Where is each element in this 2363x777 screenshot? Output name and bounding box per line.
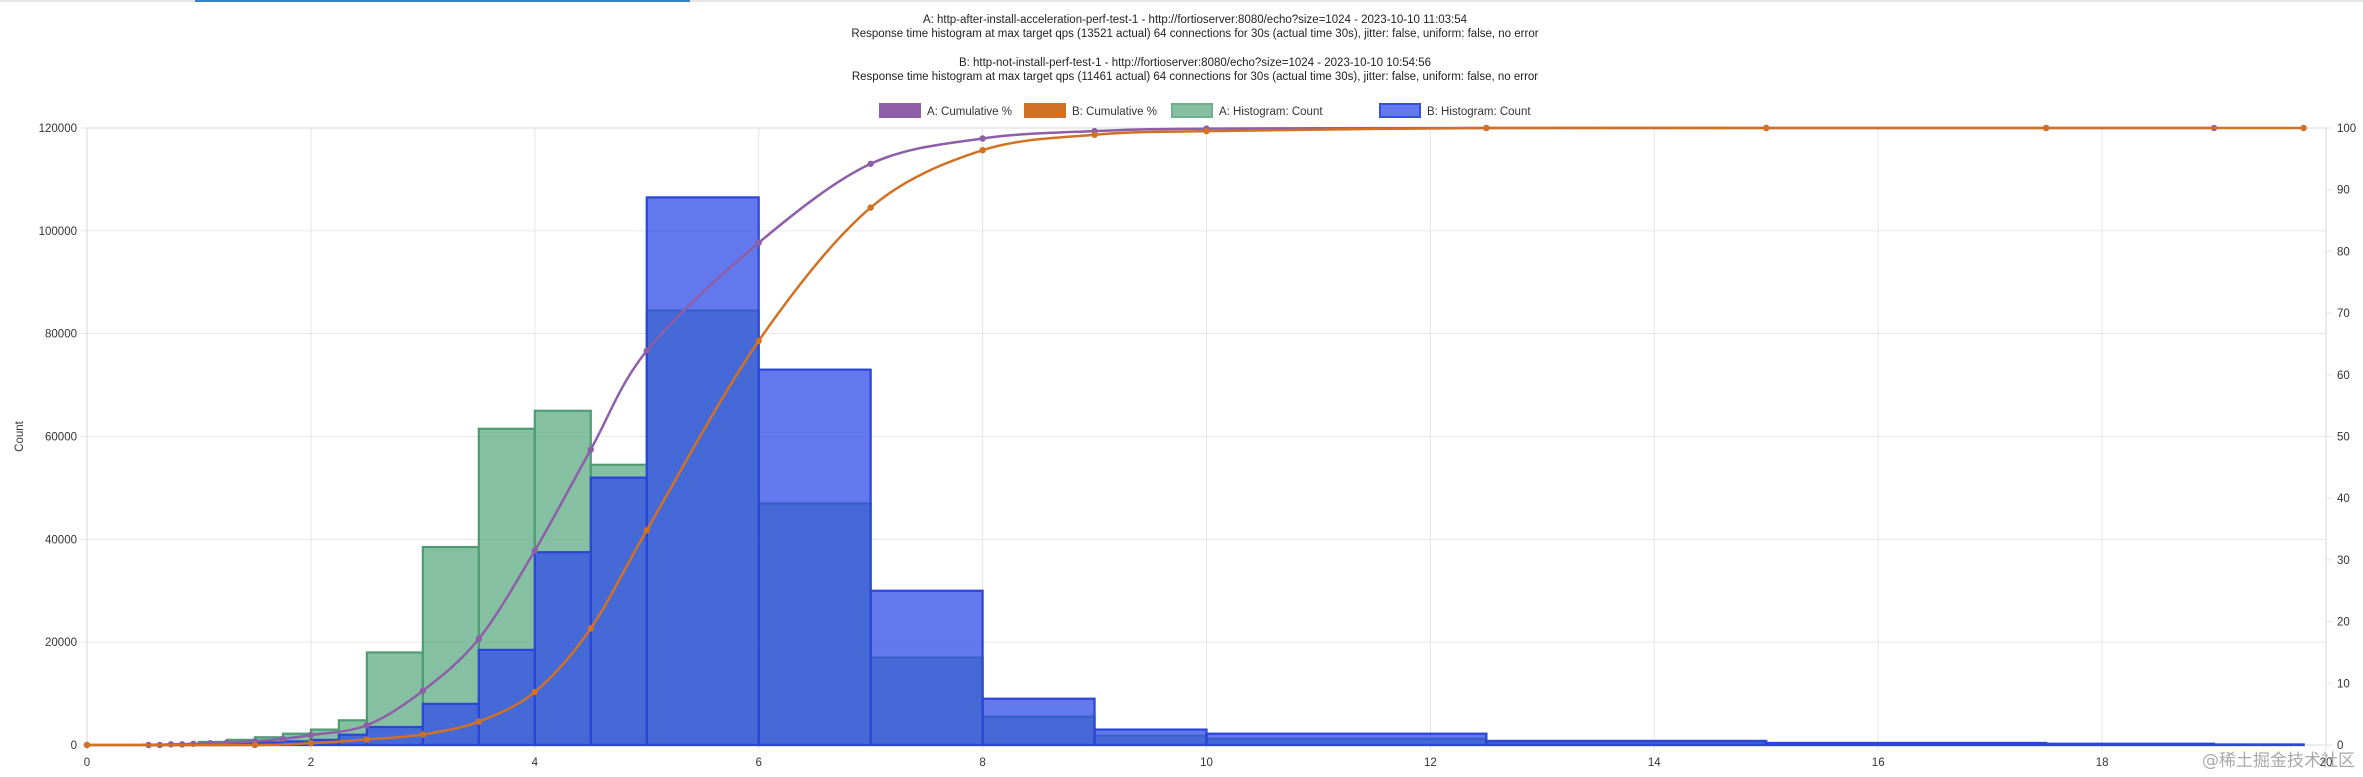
- title-line: A: http-after-install-acceleration-perf-…: [923, 14, 1468, 26]
- cumulative-point: [755, 239, 762, 246]
- legend-swatch: [1171, 103, 1213, 118]
- cumulative-point: [587, 446, 594, 453]
- x-tick-label: 6: [755, 757, 761, 769]
- y-tick-label: 100000: [39, 226, 77, 238]
- chart-axes: 0 2 4 6 8 10 12 14 16 18 20 0 20000 40000 60000 80000 10…: [14, 123, 2356, 769]
- legend-label: A: Histogram: Count: [1219, 106, 1323, 118]
- x-tick-label: 0: [84, 757, 90, 769]
- title-line: Response time histogram at max target qp…: [852, 71, 1538, 83]
- cumulative-point: [419, 731, 427, 738]
- cumulative-point: [363, 722, 371, 729]
- cumulative-point: [1483, 124, 1490, 132]
- y2-tick-label: 40: [2337, 493, 2350, 505]
- cumulative-point: [251, 741, 259, 749]
- histogram-bar: [645, 196, 760, 747]
- chart-title: A: http-after-install-acceleration-perf-…: [851, 14, 1538, 83]
- cumulative-point: [1091, 131, 1098, 138]
- histogram-bar: [981, 697, 1096, 747]
- y2-tick-label: 50: [2337, 432, 2350, 444]
- chart-legend: A: Cumulative % B: Cumulative % A: Histogr…: [879, 103, 1531, 118]
- cumulative-point: [279, 735, 287, 743]
- x-tick-label: 2: [308, 757, 314, 769]
- cumulative-point: [475, 718, 483, 725]
- y2-tick-label: 20: [2337, 617, 2350, 629]
- histogram-bar: [2212, 743, 2305, 747]
- cumulative-point: [643, 527, 650, 534]
- cumulative-point: [587, 625, 594, 632]
- y2-tick-label: 0: [2337, 740, 2343, 752]
- cumulative-point: [307, 739, 315, 747]
- histogram-bars: [141, 196, 2305, 747]
- histogram-bar: [589, 476, 648, 747]
- cumulative-point: [83, 741, 91, 749]
- x-tick-label: 16: [1872, 757, 1885, 769]
- legend-label: B: Cumulative %: [1072, 106, 1157, 118]
- cumulative-point: [363, 736, 371, 743]
- y2-tick-label: 100: [2337, 123, 2356, 135]
- y-tick-label: 80000: [45, 329, 77, 341]
- y-axis-label: Count: [14, 420, 26, 451]
- cumulative-point: [867, 204, 874, 211]
- x-tick-label: 8: [979, 757, 985, 769]
- cumulative-point: [755, 337, 762, 345]
- legend-swatch: [1024, 103, 1066, 118]
- watermark-text: @稀土掘金技术社区: [2202, 751, 2355, 771]
- y2-tick-label: 10: [2337, 678, 2350, 690]
- top-scroll-indicator: [195, 0, 690, 2]
- cumulative-point: [979, 147, 986, 154]
- histogram-bar: [1205, 732, 1488, 747]
- x-tick-label: 10: [1200, 757, 1213, 769]
- cumulative-point: [2042, 124, 2050, 132]
- cumulative-point: [475, 635, 483, 643]
- histogram-bar: [1485, 739, 1768, 747]
- histogram-bar: [533, 551, 592, 747]
- cumulative-point: [307, 731, 315, 739]
- cumulative-point: [979, 135, 986, 142]
- cumulative-line: [86, 126, 2304, 747]
- y-tick-label: 40000: [45, 534, 77, 546]
- histogram-bar: [1093, 728, 1208, 747]
- cumulative-point: [1763, 124, 1770, 132]
- y2-tick-label: 90: [2337, 185, 2350, 197]
- histogram-bar: [1765, 741, 2048, 747]
- legend-swatch: [1379, 103, 1421, 118]
- legend-label: B: Histogram: Count: [1427, 106, 1531, 118]
- y-tick-label: 60000: [45, 432, 77, 444]
- x-tick-label: 20: [2320, 757, 2333, 769]
- title-line: B: http-not-install-perf-test-1 - http:/…: [959, 57, 1431, 69]
- histogram-bar: [421, 702, 480, 747]
- legend-label: A: Cumulative %: [927, 106, 1012, 118]
- y-tick-label: 120000: [39, 123, 77, 135]
- y-tick-label: 20000: [45, 637, 77, 649]
- histogram-bar: [869, 589, 984, 747]
- title-line: Response time histogram at max target qp…: [851, 28, 1538, 40]
- histogram-bar: [2045, 742, 2216, 747]
- y2-tick-label: 70: [2337, 308, 2350, 320]
- cumulative-point: [2300, 124, 2307, 132]
- cumulative-point: [1203, 127, 1210, 135]
- top-border: [0, 0, 2363, 2]
- cumulative-lines: [83, 124, 2307, 749]
- cumulative-point: [531, 547, 538, 554]
- x-tick-label: 4: [532, 757, 539, 769]
- x-tick-label: 14: [1648, 757, 1661, 769]
- cumulative-point: [419, 687, 427, 694]
- cumulative-point: [643, 347, 650, 354]
- x-tick-label: 18: [2096, 757, 2109, 769]
- x-tick-label: 12: [1424, 757, 1437, 769]
- cumulative-point: [531, 688, 538, 696]
- y2-tick-label: 60: [2337, 370, 2350, 382]
- y2-tick-label: 80: [2337, 246, 2350, 258]
- histogram-series: [141, 309, 2305, 747]
- legend-swatch: [879, 103, 921, 118]
- y2-tick-label: 30: [2337, 555, 2350, 567]
- histogram-bar: [757, 368, 872, 747]
- cumulative-point: [867, 160, 874, 167]
- y-tick-label: 0: [71, 740, 77, 752]
